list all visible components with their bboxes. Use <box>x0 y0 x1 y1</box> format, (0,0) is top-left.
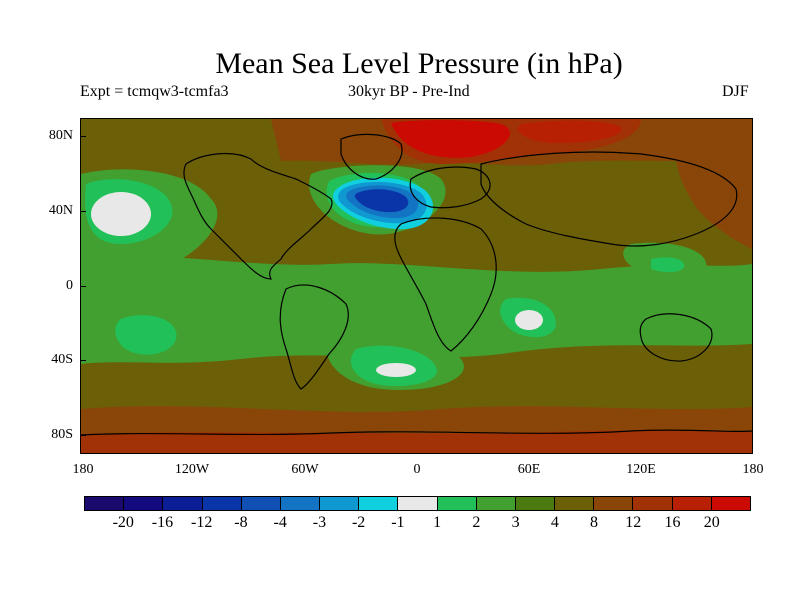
lon-label-60e: 60E <box>517 462 541 477</box>
colorbar-label: 8 <box>590 514 599 531</box>
high-region-arctic-core <box>391 120 510 158</box>
colorbar-swatch <box>163 497 203 510</box>
lat-tick-80n <box>80 136 86 137</box>
colorbar-label: 12 <box>625 514 642 531</box>
lon-label-180w: 180 <box>72 462 94 477</box>
high-region-antarctic <box>81 430 752 453</box>
colorbar-swatch <box>555 497 595 510</box>
grey-region-south-atlantic <box>376 363 416 377</box>
colorbar-swatch <box>398 497 438 510</box>
colorbar-label: -2 <box>351 514 366 531</box>
colorbar-swatch <box>124 497 164 510</box>
colorbar-label: 1 <box>433 514 442 531</box>
colorbar-label: 4 <box>550 514 559 531</box>
colorbar-swatch <box>320 497 360 510</box>
lon-label-120w: 120W <box>174 462 210 477</box>
low-region-deep-blue <box>354 189 409 213</box>
green-region-tropical-band <box>81 256 752 364</box>
lon-label-180e: 180 <box>742 462 764 477</box>
antarctica-outline <box>81 429 752 436</box>
colorbar-label: -1 <box>391 514 405 531</box>
colorbar-label: -20 <box>112 514 134 531</box>
colorbar-label: -12 <box>191 514 213 531</box>
colorbar-swatch <box>711 497 750 510</box>
lat-tick-40n <box>80 211 86 212</box>
lon-label-60w: 60W <box>291 462 319 477</box>
lat-label-80s: 80S <box>51 427 73 442</box>
north-america-outline <box>183 153 333 280</box>
colorbar-label: 16 <box>664 514 681 531</box>
lat-tick-80s <box>80 435 86 436</box>
season-label: DJF <box>722 83 749 100</box>
lat-tick-40s <box>80 360 86 361</box>
colorbar-swatch <box>594 497 634 510</box>
chart-title: Mean Sea Level Pressure (in hPa) <box>215 47 623 80</box>
colorbar-swatch <box>437 497 477 510</box>
light-green-west-pacific <box>651 257 685 273</box>
period-label: 30kyr BP - Pre-Ind <box>348 83 470 100</box>
grey-region-indian-ocean <box>515 310 543 330</box>
colorbar-label: 2 <box>472 514 481 531</box>
pressure-anomaly-map <box>80 118 753 454</box>
colorbar-swatch <box>633 497 673 510</box>
colorbar-swatch <box>476 497 516 510</box>
colorbar-swatch <box>85 497 125 510</box>
colorbar-swatch <box>241 497 281 510</box>
africa-outline <box>394 217 497 352</box>
colorbar-swatch <box>280 497 321 510</box>
colorbar-label: -16 <box>151 514 174 531</box>
lat-label-equator: 0 <box>66 278 73 293</box>
colorbar-swatch <box>672 497 712 510</box>
greenland-outline <box>340 133 403 180</box>
colorbar-label: 20 <box>703 514 720 531</box>
colorbar-swatch <box>359 497 399 510</box>
south-america-outline <box>279 284 349 390</box>
europe-outline <box>409 166 491 209</box>
colorbar-label: -3 <box>312 514 327 531</box>
lat-label-40s: 40S <box>51 352 73 367</box>
light-green-south-pacific <box>115 315 177 355</box>
colorbar-label: 3 <box>511 514 520 531</box>
colorbar-label: -4 <box>273 514 287 531</box>
high-region-siberia <box>517 120 622 144</box>
lat-label-80n: 80N <box>48 128 73 143</box>
lon-label-120e: 120E <box>626 462 656 477</box>
lat-tick-equator <box>80 286 86 287</box>
colorbar-label: -8 <box>234 514 248 531</box>
asia-outline <box>480 151 738 247</box>
grey-region-north-pacific <box>91 192 151 236</box>
lat-label-40n: 40N <box>48 203 73 218</box>
colorbar-swatch <box>515 497 556 510</box>
lon-label-0: 0 <box>413 462 421 477</box>
experiment-label: Expt = tcmqw3-tcmfa3 <box>80 83 229 100</box>
colorbar <box>84 496 751 511</box>
australia-outline <box>639 313 713 362</box>
colorbar-swatch <box>202 497 242 510</box>
